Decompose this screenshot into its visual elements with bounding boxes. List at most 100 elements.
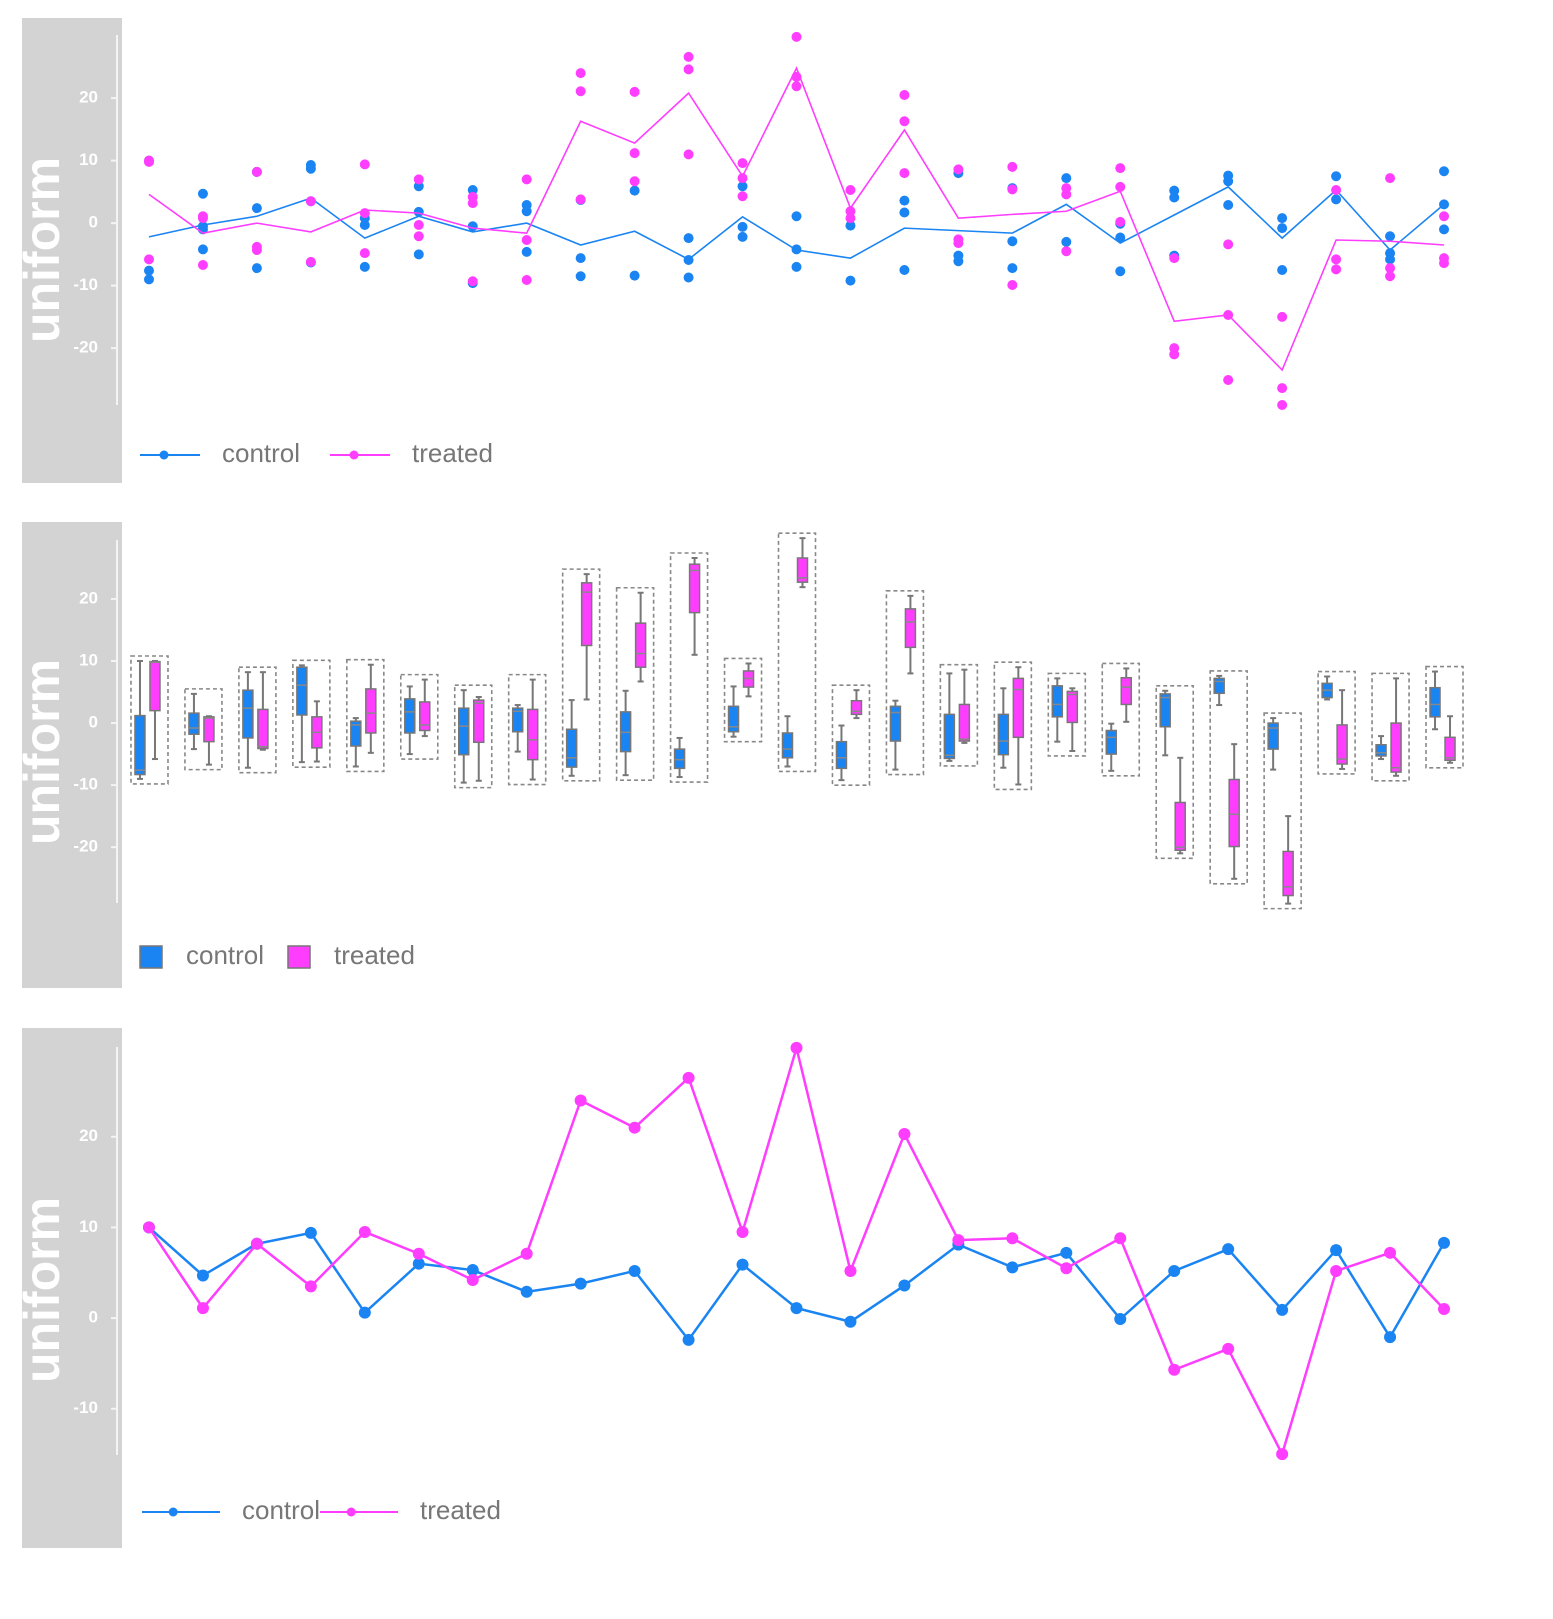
series-line	[148, 1226, 1446, 1342]
legend-label: control	[222, 438, 300, 468]
group-frame	[399, 673, 439, 760]
box	[1120, 677, 1133, 706]
box	[1051, 685, 1064, 718]
box	[1375, 744, 1387, 757]
box	[188, 712, 200, 735]
point	[629, 270, 640, 281]
point	[791, 211, 802, 222]
box	[958, 703, 971, 742]
box	[296, 666, 308, 716]
point	[413, 231, 424, 242]
box	[1267, 722, 1279, 750]
point	[1223, 375, 1234, 385]
point	[1331, 264, 1342, 275]
point	[1439, 224, 1450, 235]
group-frame	[885, 590, 925, 776]
y-tick-label: 20	[79, 588, 98, 607]
point	[304, 1226, 317, 1239]
point	[251, 166, 262, 177]
point	[899, 265, 910, 275]
y-axis-title: uniform	[14, 1197, 70, 1383]
box	[242, 689, 254, 739]
point	[521, 275, 532, 285]
point	[899, 168, 910, 179]
box	[727, 705, 740, 733]
legend-label: control	[242, 1495, 320, 1525]
y-tick-label: 0	[89, 213, 98, 232]
point	[790, 1302, 803, 1315]
box	[1159, 693, 1171, 728]
point	[736, 1225, 749, 1238]
box	[1390, 722, 1402, 773]
point	[1061, 236, 1072, 247]
box	[634, 622, 647, 668]
box	[904, 608, 917, 649]
point	[196, 1269, 209, 1282]
point	[1007, 184, 1018, 195]
point	[683, 149, 694, 160]
point	[413, 249, 424, 260]
point	[629, 86, 640, 97]
point	[1114, 1313, 1127, 1325]
point	[521, 174, 532, 185]
point	[413, 220, 424, 230]
group-frame	[1047, 672, 1087, 757]
point	[467, 185, 478, 195]
legend-marker	[159, 450, 169, 460]
point	[412, 1247, 425, 1260]
panel: uniform-20 -10 0 10 20 control treated	[14, 522, 1464, 988]
point	[1276, 1448, 1289, 1461]
point	[898, 1128, 911, 1141]
y-tick-label: -10	[73, 275, 98, 294]
point	[737, 231, 748, 242]
box	[997, 713, 1010, 756]
point	[628, 1264, 641, 1277]
point	[790, 1041, 803, 1054]
point	[737, 191, 748, 202]
y-axis-title: uniform	[14, 157, 70, 343]
point	[1331, 171, 1342, 182]
point	[1222, 1342, 1235, 1355]
point	[791, 261, 802, 272]
group-frame	[292, 659, 331, 768]
point	[196, 1302, 209, 1315]
box	[1213, 677, 1225, 695]
point	[413, 181, 424, 192]
legend-label: treated	[420, 1495, 501, 1525]
point	[1385, 231, 1396, 242]
group-frame	[1209, 670, 1248, 885]
point	[1061, 173, 1072, 184]
box	[1282, 850, 1294, 897]
point	[467, 198, 478, 209]
point	[1330, 1264, 1343, 1277]
legend-swatch	[287, 945, 311, 969]
point	[521, 246, 532, 257]
axis-strip	[22, 522, 122, 988]
point	[305, 256, 316, 267]
point	[358, 1306, 371, 1319]
point	[574, 1277, 587, 1290]
point	[844, 1264, 857, 1277]
point	[1439, 166, 1450, 177]
point	[520, 1247, 533, 1260]
point	[143, 265, 154, 276]
box	[365, 688, 377, 734]
point	[143, 156, 154, 167]
box	[796, 557, 809, 583]
y-tick-label: -20	[73, 837, 98, 856]
point	[953, 238, 964, 249]
point	[1168, 1264, 1181, 1277]
group-frame	[507, 673, 547, 786]
point	[1007, 263, 1018, 274]
y-tick-label: 10	[79, 1217, 98, 1236]
point	[737, 181, 748, 192]
point	[1006, 1232, 1019, 1245]
point	[359, 220, 370, 230]
point	[1115, 216, 1126, 227]
y-axis-title: uniform	[14, 659, 70, 845]
group-frame	[184, 688, 223, 771]
point	[250, 1237, 263, 1250]
group-frame	[939, 663, 979, 767]
box	[688, 563, 701, 614]
legend-marker	[349, 450, 359, 460]
